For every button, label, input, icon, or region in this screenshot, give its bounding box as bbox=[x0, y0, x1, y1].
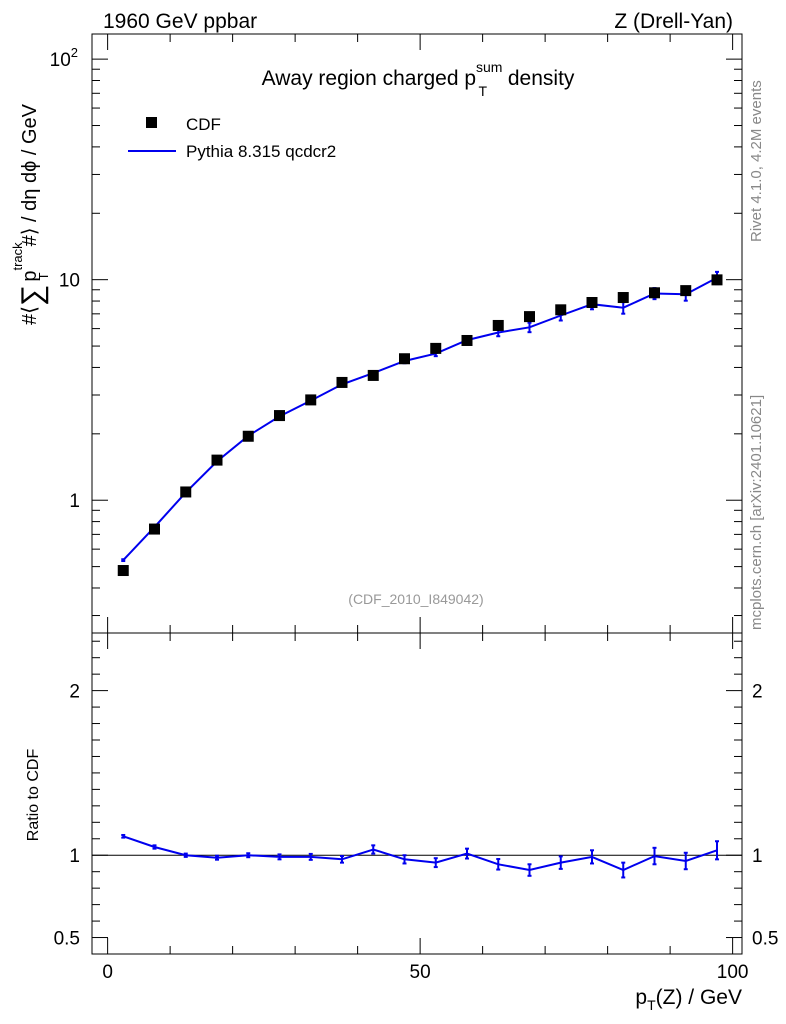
cdf-data-point bbox=[274, 410, 285, 422]
main-axis-ticks bbox=[92, 34, 742, 633]
ylabel-sum: ∑ bbox=[16, 285, 49, 306]
ratio-y-tick-label: 0.5 bbox=[54, 929, 80, 950]
cdf-data-point bbox=[524, 311, 535, 323]
xlabel-p: p bbox=[635, 986, 647, 1009]
cdf-data-point bbox=[680, 285, 692, 297]
header-energy-label: 1960 GeV ppbar bbox=[103, 10, 257, 33]
main-data-series bbox=[117, 274, 723, 577]
x-axis-label: pT(Z) / GeV bbox=[635, 986, 742, 1013]
ratio-y-tick-label-right: 1 bbox=[752, 846, 763, 867]
ylabel-sub: T bbox=[36, 272, 51, 280]
mcplots-credit-label: mcplots.cern.ch [arXiv:2401.10621] bbox=[748, 395, 765, 630]
cdf-data-point bbox=[617, 292, 629, 304]
title-sub: T bbox=[478, 83, 487, 99]
rivet-version-label: Rivet 4.1.0, 4.2M events bbox=[748, 80, 765, 242]
ratio-plot-frame bbox=[91, 632, 743, 955]
pythia-curve bbox=[122, 276, 718, 561]
cdf-data-point bbox=[305, 394, 317, 406]
x-tick-label: 50 bbox=[410, 962, 431, 983]
ratio-pythia-curve bbox=[122, 835, 718, 872]
ylabel-post: #⟩ / dη dϕ / GeV bbox=[19, 103, 41, 246]
tick-base: 10 bbox=[50, 50, 71, 71]
cdf-data-point bbox=[336, 376, 348, 388]
legend-cdf-label: CDF bbox=[186, 115, 221, 134]
cdf-data-point bbox=[211, 454, 223, 466]
cdf-data-point bbox=[586, 296, 598, 308]
legend-cdf-marker bbox=[146, 117, 157, 128]
cdf-data-point bbox=[117, 565, 129, 577]
legend-pythia-label: Pythia 8.315 qcdcr2 bbox=[186, 142, 336, 161]
analysis-watermark: (CDF_2010_I849042) bbox=[348, 591, 483, 607]
cdf-data-point bbox=[461, 334, 473, 346]
cdf-data-point bbox=[367, 369, 379, 381]
cdf-data-point bbox=[555, 304, 567, 316]
ratio-y-tick-label-right: 2 bbox=[752, 682, 763, 703]
ylabel-pre: #⟨ bbox=[19, 306, 41, 325]
main-y-tick-label: 102 bbox=[50, 45, 78, 71]
xlabel-sub: T bbox=[647, 997, 656, 1013]
tick-exponent: 2 bbox=[71, 45, 78, 60]
ratio-y-tick-label-right: 0.5 bbox=[752, 929, 778, 950]
title-main: Away region charged p bbox=[262, 67, 476, 90]
ratio-y-tick-label: 2 bbox=[69, 682, 80, 703]
cdf-data-point bbox=[180, 486, 192, 498]
ratio-y-axis-label: Ratio to CDF bbox=[25, 749, 42, 842]
main-y-tick-label: 1 bbox=[69, 491, 80, 512]
ratio-y-tick-label: 1 bbox=[69, 846, 80, 867]
cdf-data-point bbox=[711, 274, 723, 286]
xlabel-tail: (Z) / GeV bbox=[656, 986, 742, 1009]
ylabel-p: p bbox=[19, 271, 41, 282]
cdf-data-point bbox=[242, 430, 254, 442]
ylabel-sup: track bbox=[10, 242, 25, 271]
cdf-data-point bbox=[492, 319, 504, 331]
main-y-axis-label: #⟨∑ ptrack T #⟩ / dη dϕ / GeV bbox=[10, 103, 51, 325]
title-sup: sum bbox=[476, 59, 502, 75]
x-tick-label: 100 bbox=[717, 962, 749, 983]
cdf-data-point bbox=[430, 342, 442, 354]
cdf-data-point bbox=[149, 523, 160, 535]
main-y-tick-label: 10 bbox=[59, 271, 80, 292]
header-process-label: Z (Drell-Yan) bbox=[614, 10, 733, 33]
ratio-mc-series bbox=[121, 833, 719, 879]
main-plot-title: Away region charged psum T density bbox=[262, 59, 575, 99]
ratio-axis-ticks bbox=[92, 633, 742, 954]
x-tick-labels: 0 50 100 bbox=[102, 962, 748, 983]
x-tick-label: 0 bbox=[102, 962, 113, 983]
cdf-data-point bbox=[399, 353, 410, 365]
ratio-y-tick-labels: 0.5 0.5 1 1 2 2 bbox=[54, 682, 779, 950]
main-mc-series bbox=[121, 270, 719, 563]
title-tail: density bbox=[502, 67, 575, 90]
cdf-data-point bbox=[649, 287, 660, 299]
